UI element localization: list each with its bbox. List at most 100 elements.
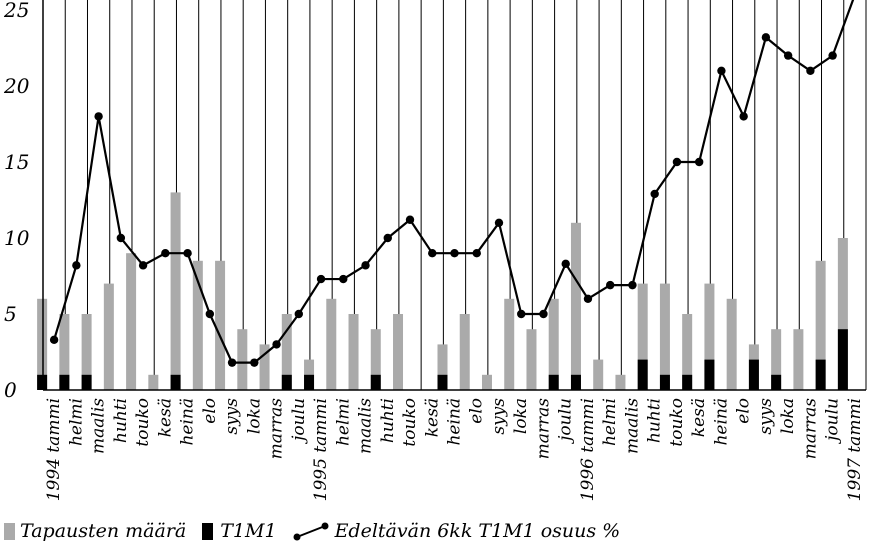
bar-cases <box>682 314 693 390</box>
bar-cases <box>771 329 782 390</box>
x-tick-label: 1997 tammi <box>845 398 865 501</box>
bar-cases <box>570 222 581 390</box>
share-point <box>672 157 682 167</box>
bar-cases <box>170 192 181 390</box>
y-tick-label: 20 <box>3 74 30 98</box>
x-tick-label: elo <box>200 398 220 424</box>
share-point <box>583 294 593 303</box>
share-point <box>49 335 59 345</box>
x-tick-label: joulu <box>823 398 843 445</box>
x-tick-label: syys <box>756 398 776 435</box>
x-tick-label: touko <box>667 398 687 447</box>
y-axis-ticks: 0 5 10 15 20 25 <box>3 0 30 402</box>
bar-cases <box>481 374 492 390</box>
bar-t1m1 <box>637 359 648 390</box>
share-point <box>94 112 103 121</box>
x-tick-label: marras <box>800 398 820 460</box>
bar-cases <box>593 359 604 390</box>
share-point <box>316 274 326 284</box>
share-point <box>561 259 570 269</box>
y-tick-label: 15 <box>4 150 29 174</box>
bar-t1m1 <box>304 374 315 390</box>
share-point <box>383 233 392 243</box>
x-tick-label: loka <box>778 398 798 434</box>
x-tick-label: syys <box>489 398 509 435</box>
bar-cases <box>393 314 404 390</box>
bar-cases <box>704 283 715 390</box>
x-tick-label: huhti <box>378 398 398 443</box>
x-tick-label: heinä <box>711 398 731 446</box>
legend-item-cases: Tapausten määrä <box>4 520 186 542</box>
bar-cases <box>459 314 470 390</box>
bar-cases <box>659 283 670 390</box>
x-tick-label: heinä <box>445 398 465 446</box>
bar-t1m1 <box>370 374 381 390</box>
x-tick-label: helmi <box>66 398 86 446</box>
x-tick-label: kesä <box>689 398 709 437</box>
share-point <box>205 309 215 319</box>
bar-cases <box>259 344 270 390</box>
y-tick-label: 25 <box>3 0 29 22</box>
x-tick-label: maalis <box>356 398 376 454</box>
x-tick-label: elo <box>734 398 754 424</box>
share-point <box>428 249 437 258</box>
share-point <box>628 280 637 290</box>
share-point <box>250 358 259 367</box>
bar-cases <box>59 314 70 390</box>
share-point <box>717 66 726 76</box>
bar-t1m1 <box>659 374 670 390</box>
legend-item-t1m1: T1M1 <box>202 520 277 542</box>
share-point <box>739 112 748 121</box>
bar-cases <box>237 329 248 390</box>
x-tick-label: 1995 tammi <box>311 398 331 501</box>
legend-swatch-black <box>202 522 214 540</box>
x-tick-label: kesä <box>422 398 442 437</box>
x-tick-label: marras <box>533 398 553 460</box>
x-tick-label: joulu <box>556 398 576 445</box>
share-point <box>783 51 793 60</box>
legend-label-t1m1: T1M1 <box>220 520 277 542</box>
x-tick-label: maalis <box>89 398 109 454</box>
bar-t1m1 <box>37 374 48 390</box>
x-tick-label: elo <box>467 398 487 424</box>
bar-t1m1 <box>548 374 559 390</box>
x-tick-label: maalis <box>622 398 642 454</box>
axes <box>42 0 866 391</box>
vertical-gridlines <box>42 0 867 390</box>
bar-cases <box>326 298 337 390</box>
bar-cases <box>281 314 292 390</box>
x-tick-label: 1996 tammi <box>578 398 598 501</box>
bar-cases <box>615 374 626 390</box>
share-point <box>339 274 348 284</box>
share-point <box>116 233 126 243</box>
x-tick-label: kesä <box>155 398 175 437</box>
bar-cases <box>81 314 92 390</box>
bar-cases <box>37 298 48 390</box>
bar-cases <box>793 329 804 390</box>
share-point <box>72 261 81 270</box>
share-point <box>405 215 415 224</box>
x-tick-label: joulu <box>289 398 309 445</box>
bar-cases <box>437 344 448 390</box>
bar-cases <box>548 298 559 390</box>
x-tick-label: touko <box>133 398 153 447</box>
bar-t1m1 <box>59 374 70 390</box>
x-tick-label: helmi <box>333 398 353 446</box>
bar-cases <box>103 283 114 390</box>
bar-t1m1 <box>837 329 848 390</box>
legend-swatch-gray <box>4 522 15 540</box>
bar-cases <box>837 238 848 390</box>
share-point <box>138 261 148 270</box>
share-point <box>272 340 281 349</box>
x-tick-label: huhti <box>645 398 665 443</box>
bar-cases <box>726 298 737 390</box>
share-point <box>606 280 615 290</box>
share-point <box>806 66 815 76</box>
share-point <box>828 51 837 60</box>
bar-t1m1 <box>815 359 826 390</box>
bar-cases <box>637 283 648 390</box>
bar-t1m1 <box>437 374 448 390</box>
legend-label-cases: Tapausten määrä <box>20 520 187 542</box>
bar-t1m1 <box>704 359 715 390</box>
share-point <box>361 261 370 270</box>
